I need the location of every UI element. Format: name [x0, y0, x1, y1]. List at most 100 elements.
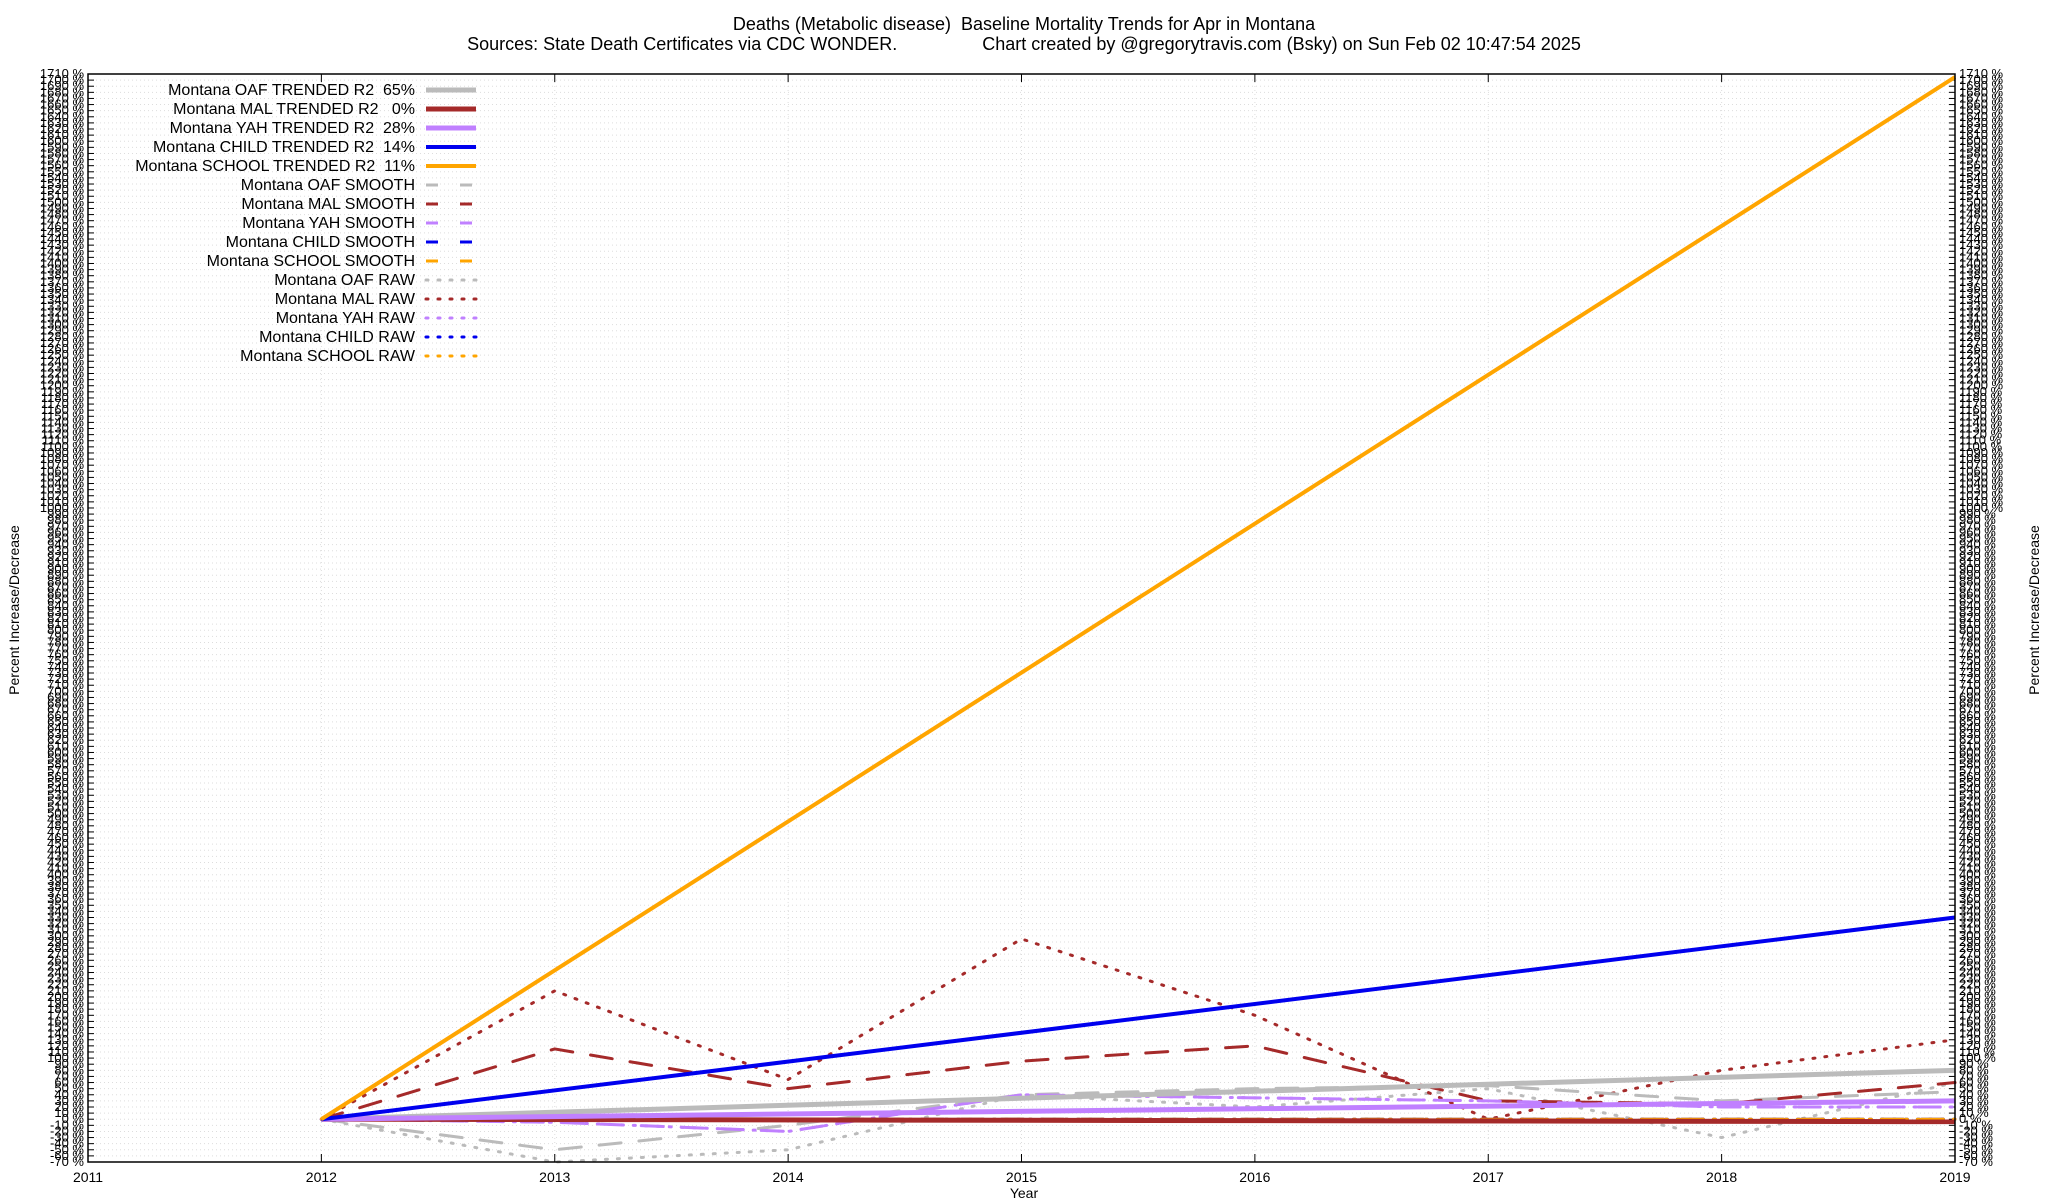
y-tick-label: 980 % [47, 512, 84, 527]
y-tick-label: 640 % [1959, 720, 1996, 735]
y-tick-label: 790 % [1959, 628, 1996, 643]
y-tick-label: 870 % [47, 579, 84, 594]
y-tick-label: 750 % [1959, 653, 1996, 668]
y-tick-label: 1460 % [40, 219, 85, 234]
y-tick-label: 820 % [47, 610, 84, 625]
y-tick-label: 0 % [62, 1111, 85, 1126]
y-tick-label: 770 % [47, 641, 84, 656]
y-tick-label: 1660 % [40, 97, 85, 112]
y-tick-label: 290 % [47, 934, 84, 949]
y-tick-label: 1610 % [1959, 127, 2004, 142]
legend-label: Montana MAL RAW [275, 291, 416, 308]
y-tick-label: 1530 % [1959, 176, 2004, 191]
y-tick-label: 60 % [54, 1075, 84, 1090]
x-axis-label: Year [1009, 1185, 1039, 1201]
y-tick-label: 370 % [1959, 885, 1996, 900]
y-tick-label: 1130 % [41, 421, 85, 436]
y-tick-label: 900 % [1959, 561, 1996, 576]
legend-label: Montana YAH SMOOTH [242, 215, 415, 232]
legend-label: Montana YAH TRENDED R2 28% [170, 120, 415, 137]
y-tick-label: 960 % [1959, 524, 1996, 539]
y-tick-label: 1160 % [41, 402, 85, 417]
y-tick-label: 660 % [47, 708, 84, 723]
y-tick-label: 1630 % [40, 115, 85, 130]
y-tick-label: 280 % [1959, 940, 1996, 955]
y-tick-label: 1420 % [1959, 243, 2004, 258]
y-tick-label: 570 % [1959, 763, 1996, 778]
y-tick-label: 1460 % [1959, 219, 2004, 234]
y-tick-label: 60 % [1959, 1075, 1989, 1090]
y-tick-label: 880 % [1959, 573, 1996, 588]
y-tick-label: 1080 % [40, 451, 85, 466]
y-tick-label: 1040 % [40, 476, 85, 491]
y-tick-label: 1680 % [40, 84, 85, 99]
y-tick-label: 1600 % [1959, 133, 2004, 148]
y-tick-label: 100 % [47, 1050, 84, 1065]
y-tick-label: 1480 % [40, 207, 85, 222]
y-tick-label: 500 % [1959, 806, 1996, 821]
y-tick-label: 240 % [1959, 965, 1996, 980]
y-tick-label: 640 % [47, 720, 84, 735]
y-tick-label: 1020 % [1959, 488, 2004, 503]
legend-label: Montana SCHOOL TRENDED R2 11% [135, 158, 415, 175]
y-tick-label: 1250 % [40, 347, 85, 362]
y-tick-label: -10 % [50, 1117, 84, 1132]
y-tick-label: 1110 % [1959, 433, 2002, 448]
y-tick-label: 860 % [1959, 586, 1996, 601]
y-tick-label: 650 % [47, 714, 84, 729]
y-tick-label: 1050 % [1959, 469, 2004, 484]
y-tick-label: -70 % [1959, 1154, 1993, 1169]
y-tick-label: 400 % [1959, 867, 1996, 882]
y-tick-label: 480 % [47, 818, 84, 833]
y-tick-label: 990 % [47, 506, 84, 521]
y-tick-label: 1090 % [40, 445, 85, 460]
y-tick-label: 440 % [47, 842, 84, 857]
legend-label: Montana SCHOOL RAW [240, 348, 416, 365]
y-tick-label: 1410 % [1959, 249, 2004, 264]
y-tick-label: 440 % [1959, 842, 1996, 857]
y-tick-label: 930 % [47, 543, 84, 558]
y-tick-label: 190 % [47, 995, 84, 1010]
y-tick-label: 1560 % [1959, 158, 2004, 173]
y-tick-label: 110 % [1959, 1044, 1995, 1059]
y-tick-label: 1670 % [40, 90, 85, 105]
y-tick-label: 1140 % [1959, 414, 2003, 429]
y-tick-label: 910 % [47, 555, 84, 570]
y-tick-label: 480 % [1959, 818, 1996, 833]
y-tick-label: 1260 % [40, 341, 85, 356]
series-line-10 [319, 1081, 1957, 1164]
y-tick-label: 1440 % [40, 231, 85, 246]
y-tick-label: 880 % [47, 573, 84, 588]
y-tick-label: 1660 % [1959, 97, 2004, 112]
y-tick-label: 330 % [47, 910, 84, 925]
y-tick-label: 40 % [1959, 1087, 1989, 1102]
y-tick-label: 1100 % [41, 439, 85, 454]
y-tick-label: 1400 % [40, 255, 85, 270]
y-tick-label: -10 % [1959, 1117, 1993, 1132]
y-tick-label: 1520 % [40, 182, 85, 197]
y-tick-label: 1510 % [40, 188, 85, 203]
y-tick-label: 380 % [47, 879, 84, 894]
y-tick-label: 460 % [47, 830, 84, 845]
y-tick-label: 160 % [1959, 1013, 1996, 1028]
y-tick-label: 630 % [47, 726, 84, 741]
y-tick-label: 50 % [1959, 1081, 1989, 1096]
x-tick-labels: 2011 2012 2013 2014 2015 2016 2017 2018 2019 [73, 1169, 1971, 1185]
y-tick-label: 580 % [47, 757, 84, 772]
legend: Montana OAF TRENDED R2 65% Montana MAL TR… [135, 82, 478, 365]
y-tick-label: 1540 % [40, 170, 85, 185]
y-tick-label: 300 % [47, 928, 84, 943]
legend-label: Montana OAF RAW [274, 272, 416, 289]
y-tick-label: 330 % [1959, 910, 1996, 925]
y-tick-label: 1670 % [1959, 90, 2004, 105]
y-tick-label: 1360 % [1959, 280, 2004, 295]
y-tick-label: 270 % [1959, 946, 1996, 961]
y-tick-label: 1020 % [40, 488, 85, 503]
y-tick-label: 130 % [47, 1032, 84, 1047]
y-tick-label: 1480 % [1959, 207, 2004, 222]
y-tick-label: -30 % [1959, 1130, 1993, 1145]
y-tick-label: 250 % [1959, 958, 1996, 973]
y-tick-label: 840 % [1959, 598, 1996, 613]
y-tick-label: 1080 % [1959, 451, 2004, 466]
y-tick-label: 720 % [47, 671, 84, 686]
